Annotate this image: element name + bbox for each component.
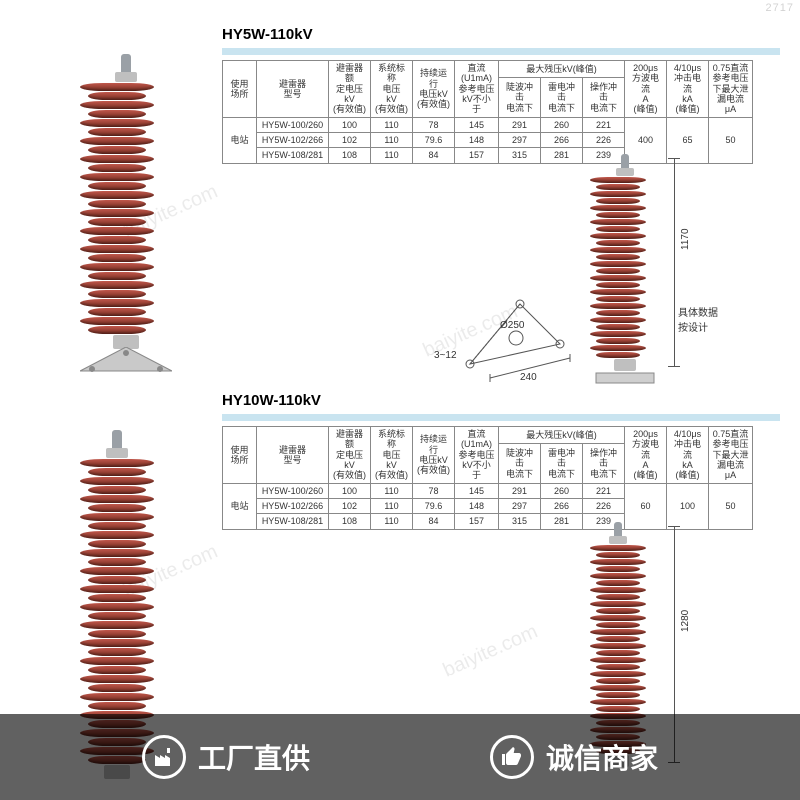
col-system: 系统标称电压kV(有效值): [371, 61, 413, 118]
section-hy5w: HY5W-110kV 使用场所避雷器型号避雷器额定电压kV(有效值)系统标称电压…: [0, 24, 800, 374]
title-underline: [222, 48, 780, 55]
dim-height: 1170: [680, 228, 691, 250]
col-rated: 避雷器额定电压kV(有效值): [329, 427, 371, 484]
col-resid-group: 最大残压kV(峰值): [499, 61, 625, 78]
dim-height: 1280: [680, 610, 691, 632]
col-model: 避雷器型号: [257, 427, 329, 484]
footer-right-text: 诚信商家: [546, 737, 658, 777]
col-leak: 0.75直流参考电压下最大泄漏电流μA: [709, 61, 753, 118]
title-underline: [222, 414, 780, 421]
col-resid-sub: 陡波冲击电流下: [499, 77, 541, 117]
col-model: 避雷器型号: [257, 61, 329, 118]
cell-model: HY5W-108/281: [257, 514, 329, 529]
cell-usage: 电站: [223, 117, 257, 163]
cell-model: HY5W-100/260: [257, 483, 329, 498]
col-410us: 4/10μs冲击电流kA(峰值): [667, 61, 709, 118]
product-illustration: [80, 54, 172, 371]
footer-right: 诚信商家: [490, 735, 658, 779]
section-title: HY10W-110kV: [222, 392, 321, 409]
col-rated: 避雷器额定电压kV(有效值): [329, 61, 371, 118]
col-cont: 持续运行电压kV(有效值): [413, 61, 455, 118]
cell-model: HY5W-102/266: [257, 499, 329, 514]
section-title: HY5W-110kV: [222, 26, 313, 43]
spec-table: 使用场所避雷器型号避雷器额定电压kV(有效值)系统标称电压kV(有效值)持续运行…: [222, 426, 753, 530]
col-usage: 使用场所: [223, 427, 257, 484]
thumbs-up-icon: [490, 735, 534, 779]
col-200us: 200μs方波电流A(峰值): [625, 61, 667, 118]
footer-left-text: 工厂直供: [198, 737, 310, 777]
col-resid-sub: 操作冲击电流下: [583, 77, 625, 117]
col-resid-sub: 雷电冲击电流下: [541, 77, 583, 117]
cell-model: HY5W-108/281: [257, 148, 329, 163]
spec-table: 使用场所避雷器型号避雷器额定电压kV(有效值)系统标称电压kV(有效值)持续运行…: [222, 60, 753, 164]
dim-base-width: 240: [520, 372, 537, 383]
corner-watermark: 2717: [766, 2, 794, 14]
base-plan-icon: [430, 294, 580, 384]
cell-model: HY5W-102/266: [257, 133, 329, 148]
dim-base-diag: Ø250: [500, 320, 524, 331]
col-resid-sub: 陡波冲击电流下: [499, 443, 541, 483]
catalog-page: 2717 baiyite.com baiyite.com baiyite.com…: [0, 0, 800, 800]
col-410us: 4/10μs冲击电流kA(峰值): [667, 427, 709, 484]
col-resid-sub: 雷电冲击电流下: [541, 443, 583, 483]
col-resid-group: 最大残压kV(峰值): [499, 427, 625, 444]
footer-overlay: 工厂直供 诚信商家: [0, 714, 800, 800]
footer-left: 工厂直供: [142, 735, 310, 779]
col-usage: 使用场所: [223, 61, 257, 118]
col-system: 系统标称电压kV(有效值): [371, 427, 413, 484]
col-200us: 200μs方波电流A(峰值): [625, 427, 667, 484]
col-leak: 0.75直流参考电压下最大泄漏电流μA: [709, 427, 753, 484]
dim-side-note: 具体数据 按设计: [678, 304, 718, 334]
col-dc: 直流(U1mA)参考电压kV不小于: [455, 61, 499, 118]
table-row: 电站HY5W-100/26010011078145291260221400655…: [223, 117, 753, 132]
col-cont: 持续运行电压kV(有效值): [413, 427, 455, 484]
col-resid-sub: 操作冲击电流下: [583, 443, 625, 483]
col-dc: 直流(U1mA)参考电压kV不小于: [455, 427, 499, 484]
cell-usage: 电站: [223, 483, 257, 529]
dim-thickness: 3~12: [434, 350, 457, 361]
cell-model: HY5W-100/260: [257, 117, 329, 132]
table-row: 电站HY5W-100/26010011078145291260221601005…: [223, 483, 753, 498]
dimension-drawing: 1170 具体数据 按设计 Ø250 3~12 240: [420, 154, 780, 384]
factory-icon: [142, 735, 186, 779]
